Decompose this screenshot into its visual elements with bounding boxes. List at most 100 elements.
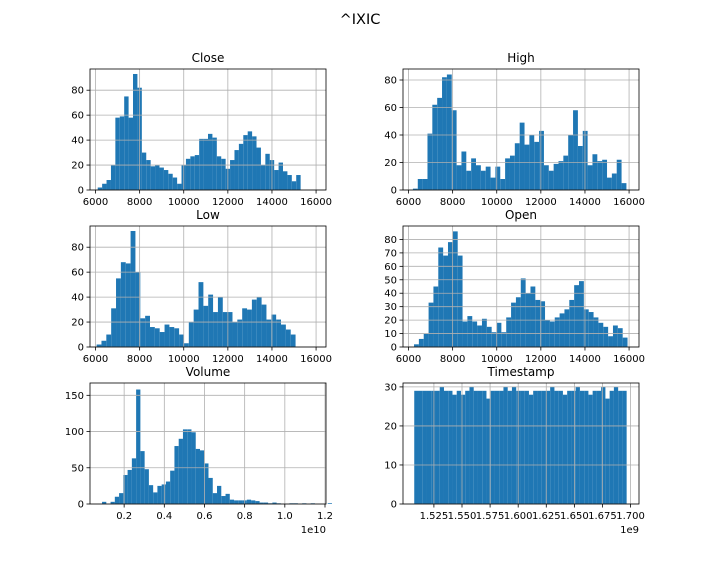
histogram-bar xyxy=(242,308,248,347)
histogram-bar xyxy=(130,230,136,347)
axes-frame-high xyxy=(402,68,640,191)
histogram-bar xyxy=(609,390,614,504)
x-tick-label: 8000 xyxy=(127,354,152,365)
histogram-bar xyxy=(554,390,559,504)
histogram-bar xyxy=(549,321,555,347)
histogram-bar xyxy=(539,130,544,191)
histogram-bar xyxy=(559,313,565,347)
histogram-bar xyxy=(501,332,507,347)
histogram-bar xyxy=(553,163,559,191)
y-tick-label: 60 xyxy=(384,103,397,114)
histogram-bar xyxy=(597,161,603,191)
histogram-bar xyxy=(443,255,448,347)
histogram-bar xyxy=(612,325,618,347)
y-tick-label: 80 xyxy=(71,243,84,254)
histogram-bar xyxy=(592,390,597,504)
x-tick-label: 8000 xyxy=(440,197,465,208)
histogram-bar xyxy=(159,167,164,190)
axes-frame-timestamp xyxy=(402,382,640,505)
histogram-bar xyxy=(157,485,162,504)
histogram-bar xyxy=(530,286,536,347)
histogram-bar xyxy=(185,158,191,190)
grid-open xyxy=(403,226,639,348)
histogram-bar xyxy=(577,146,583,190)
histogram-bar xyxy=(234,150,239,190)
histogram-bar xyxy=(190,156,195,190)
y-tick-label: 80 xyxy=(384,235,397,246)
histogram-bar xyxy=(520,390,525,504)
histogram-bar xyxy=(208,133,213,190)
histogram-bar xyxy=(256,147,261,190)
x-tick-label: 8000 xyxy=(440,354,465,365)
histogram-bar xyxy=(179,334,184,347)
y-tick-label: 50 xyxy=(71,463,84,474)
histogram-bar xyxy=(469,386,474,504)
y-tick-label: 10 xyxy=(384,329,397,340)
histogram-bar xyxy=(106,334,112,347)
histogram-bar xyxy=(177,183,182,190)
x-tick-label: 1.525 xyxy=(420,511,449,522)
y-tick-label: 40 xyxy=(71,293,84,304)
histogram-bar xyxy=(169,327,175,347)
x-tick-label: 14000 xyxy=(256,197,288,208)
histogram-bar xyxy=(182,429,188,504)
histogram-bar xyxy=(583,309,589,347)
histogram-bar xyxy=(503,386,508,504)
histogram-bar xyxy=(574,285,580,347)
histogram-bar xyxy=(106,180,111,190)
axes-frame-close xyxy=(89,68,327,191)
histogram-bar xyxy=(622,390,627,504)
histogram-bar xyxy=(514,143,520,190)
histogram-bar xyxy=(558,390,563,504)
histogram-bar xyxy=(213,312,218,347)
histogram-bar xyxy=(443,390,449,504)
subplot-title: High xyxy=(507,51,535,65)
histogram-bar xyxy=(456,390,461,504)
histogram-bar xyxy=(524,144,530,191)
histogram-bar xyxy=(102,183,107,190)
histogram-bar xyxy=(495,166,501,191)
histogram-bar xyxy=(558,161,564,191)
histogram-bar xyxy=(145,315,150,347)
histogram-bar xyxy=(520,278,526,347)
histogram-bar xyxy=(482,390,487,504)
histogram-bar xyxy=(618,390,623,504)
histogram-bar xyxy=(621,183,627,191)
y-tick-label: 60 xyxy=(71,111,84,122)
y-tick-label: 40 xyxy=(71,136,84,147)
histogram-bar xyxy=(227,312,233,347)
figure-title: ^IXIC xyxy=(340,12,381,28)
histogram-bar xyxy=(426,390,432,504)
histogram-bar xyxy=(505,158,510,191)
histogram-bar xyxy=(195,448,200,504)
x-tick-label: 10000 xyxy=(481,197,513,208)
histogram-bar xyxy=(524,390,529,504)
histogram-bar xyxy=(97,187,103,190)
histogram-bar xyxy=(327,503,332,504)
x-tick-label: 6000 xyxy=(83,197,108,208)
histogram-bar xyxy=(519,122,525,191)
y-tick-label: 0 xyxy=(78,186,84,197)
histogram-bar xyxy=(247,309,252,347)
histogram-bar xyxy=(554,317,560,347)
histogram-bar xyxy=(274,170,279,190)
histogram-bar xyxy=(251,299,257,347)
histogram-bar xyxy=(276,319,281,347)
histogram-bar xyxy=(120,262,126,347)
x-tick-label: 10000 xyxy=(168,354,200,365)
histogram-bar xyxy=(144,469,149,504)
histogram-bar xyxy=(263,502,269,504)
histogram-bar xyxy=(247,131,253,190)
x-tick-label: 16000 xyxy=(613,197,645,208)
histogram-bar xyxy=(422,390,427,504)
histogram-bar xyxy=(165,481,171,504)
histogram-bar xyxy=(102,501,107,504)
histogram-bar xyxy=(607,177,612,191)
y-tick-label: 80 xyxy=(71,86,84,97)
y-tick-label: 30 xyxy=(384,382,397,393)
histogram-bar xyxy=(476,165,481,190)
y-tick-label: 20 xyxy=(384,421,397,432)
histogram-bar xyxy=(168,173,173,190)
x-tick-label: 1.2 xyxy=(317,511,333,522)
histogram-bar xyxy=(528,394,534,504)
